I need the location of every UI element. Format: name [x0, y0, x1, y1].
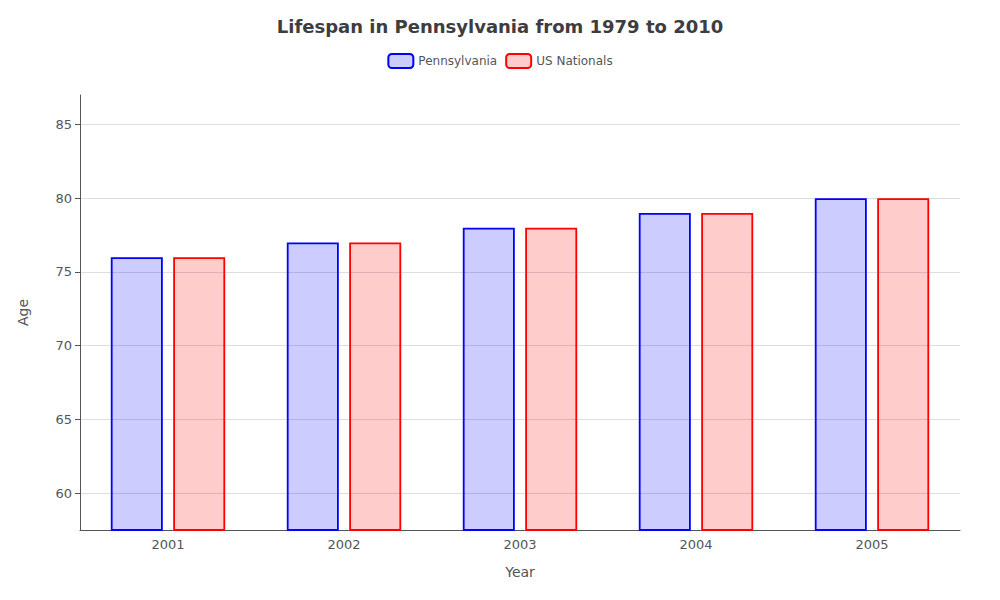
svg-text:65: 65 — [55, 412, 72, 427]
svg-text:85: 85 — [55, 117, 72, 132]
svg-text:2005: 2005 — [855, 537, 888, 552]
svg-text:2002: 2002 — [327, 537, 360, 552]
svg-text:60: 60 — [55, 486, 72, 501]
svg-text:2003: 2003 — [503, 537, 536, 552]
svg-text:70: 70 — [55, 338, 72, 353]
svg-text:US Nationals: US Nationals — [536, 54, 612, 68]
svg-text:2001: 2001 — [151, 537, 184, 552]
svg-text:Year: Year — [504, 564, 535, 580]
svg-text:80: 80 — [55, 191, 72, 206]
svg-text:Pennsylvania: Pennsylvania — [418, 54, 497, 68]
svg-text:Lifespan in Pennsylvania from: Lifespan in Pennsylvania from 1979 to 20… — [277, 16, 723, 37]
svg-text:Age: Age — [15, 299, 31, 326]
svg-text:2004: 2004 — [679, 537, 712, 552]
svg-text:75: 75 — [55, 264, 72, 279]
